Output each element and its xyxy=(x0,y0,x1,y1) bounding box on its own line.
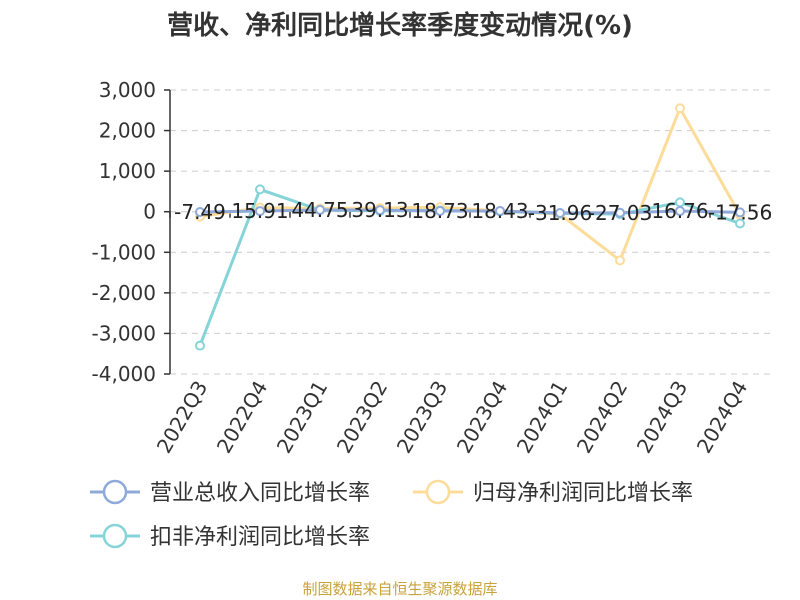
x-tick-label: 2023Q4 xyxy=(452,377,512,458)
legend-marker-net-profit xyxy=(425,479,451,505)
data-label-revenue: 18.43 xyxy=(471,199,528,223)
source-note: 制图数据来自恒生聚源数据库 xyxy=(302,580,497,598)
data-point-deducted-profit[interactable] xyxy=(255,184,265,195)
x-axis-ticks: 2022Q3 2022Q4 2023Q1 2023Q2 2023Q3 2023Q4 2024… xyxy=(152,211,771,458)
y-axis-ticks: 3,000 2,000 1,000 0 -1,000 -2,000 -3,000 -4,000 xyxy=(92,78,170,386)
data-point-revenue[interactable] xyxy=(735,207,745,218)
data-point-revenue[interactable] xyxy=(435,205,445,216)
y-tick-label: 3,000 xyxy=(99,78,156,102)
data-point-deducted-profit[interactable] xyxy=(195,340,205,351)
data-label-revenue: 39.13 xyxy=(351,198,408,222)
y-tick-label: 0 xyxy=(143,200,156,224)
legend-marker-revenue xyxy=(102,479,128,505)
x-tick-label: 2023Q3 xyxy=(392,377,452,458)
data-point-revenue[interactable] xyxy=(195,207,205,218)
x-tick-label: 2024Q1 xyxy=(512,377,572,458)
y-tick-label: 1,000 xyxy=(99,159,156,183)
data-point-revenue[interactable] xyxy=(375,205,385,216)
chart-title: 营收、净利同比增长率季度变动情况(%) xyxy=(167,10,633,41)
x-tick-label: 2022Q3 xyxy=(152,377,212,458)
series-layer xyxy=(195,103,745,351)
x-tick-label: 2023Q2 xyxy=(332,377,392,458)
data-label-revenue: -27.03 xyxy=(588,201,652,225)
legend-item-revenue[interactable]: 营业总收入同比增长率 xyxy=(90,479,370,506)
y-tick-label: -3,000 xyxy=(92,321,156,345)
data-label-revenue: 44.75 xyxy=(291,198,348,222)
data-label-revenue: -31.96 xyxy=(528,201,592,225)
y-tick-label: -4,000 xyxy=(92,362,156,386)
data-point-revenue[interactable] xyxy=(675,206,685,217)
data-point-revenue[interactable] xyxy=(315,204,325,215)
x-tick-label: 2024Q3 xyxy=(632,377,692,458)
data-point-revenue[interactable] xyxy=(615,207,625,218)
data-point-revenue[interactable] xyxy=(555,208,565,219)
data-point-net-profit[interactable] xyxy=(675,103,685,114)
legend: 营业总收入同比增长率 归母净利润同比增长率 扣非净利润同比增长率 xyxy=(90,479,693,550)
data-label-revenue: -7.49 xyxy=(174,200,226,224)
series-line-revenue xyxy=(199,208,741,215)
data-point-deducted-profit[interactable] xyxy=(735,218,745,229)
y-tick-label: 2,000 xyxy=(99,119,156,143)
y-tick-label: -2,000 xyxy=(92,281,156,305)
legend-label-net-profit: 归母净利润同比增长率 xyxy=(473,481,693,506)
series-line-net-profit xyxy=(199,104,742,263)
data-label-revenue: 16.76 xyxy=(651,199,708,223)
data-point-net-profit[interactable] xyxy=(615,255,625,266)
x-tick-label: 2024Q4 xyxy=(692,377,752,458)
legend-item-deducted-profit[interactable]: 扣非净利润同比增长率 xyxy=(90,523,370,550)
data-label-revenue: 15.91 xyxy=(231,199,288,223)
y-tick-label: -1,000 xyxy=(92,240,156,264)
legend-label-deducted-profit: 扣非净利润同比增长率 xyxy=(150,525,370,550)
legend-item-net-profit[interactable]: 归母净利润同比增长率 xyxy=(413,479,693,506)
data-point-revenue[interactable] xyxy=(495,205,505,216)
x-tick-label: 2022Q4 xyxy=(212,377,272,458)
data-labels: -7.49 15.91 44.75 39.13 18.73 18.43 -31.96-27.… xyxy=(174,198,772,225)
data-label-revenue: -17.56 xyxy=(708,200,772,224)
legend-marker-deducted-profit xyxy=(102,523,128,549)
grid-lines xyxy=(170,89,770,375)
x-tick-label: 2023Q1 xyxy=(272,377,332,458)
legend-label-revenue: 营业总收入同比增长率 xyxy=(150,481,370,506)
x-tick-label: 2024Q2 xyxy=(572,377,632,458)
data-label-revenue: 18.73 xyxy=(411,199,468,223)
data-point-revenue[interactable] xyxy=(255,206,265,217)
